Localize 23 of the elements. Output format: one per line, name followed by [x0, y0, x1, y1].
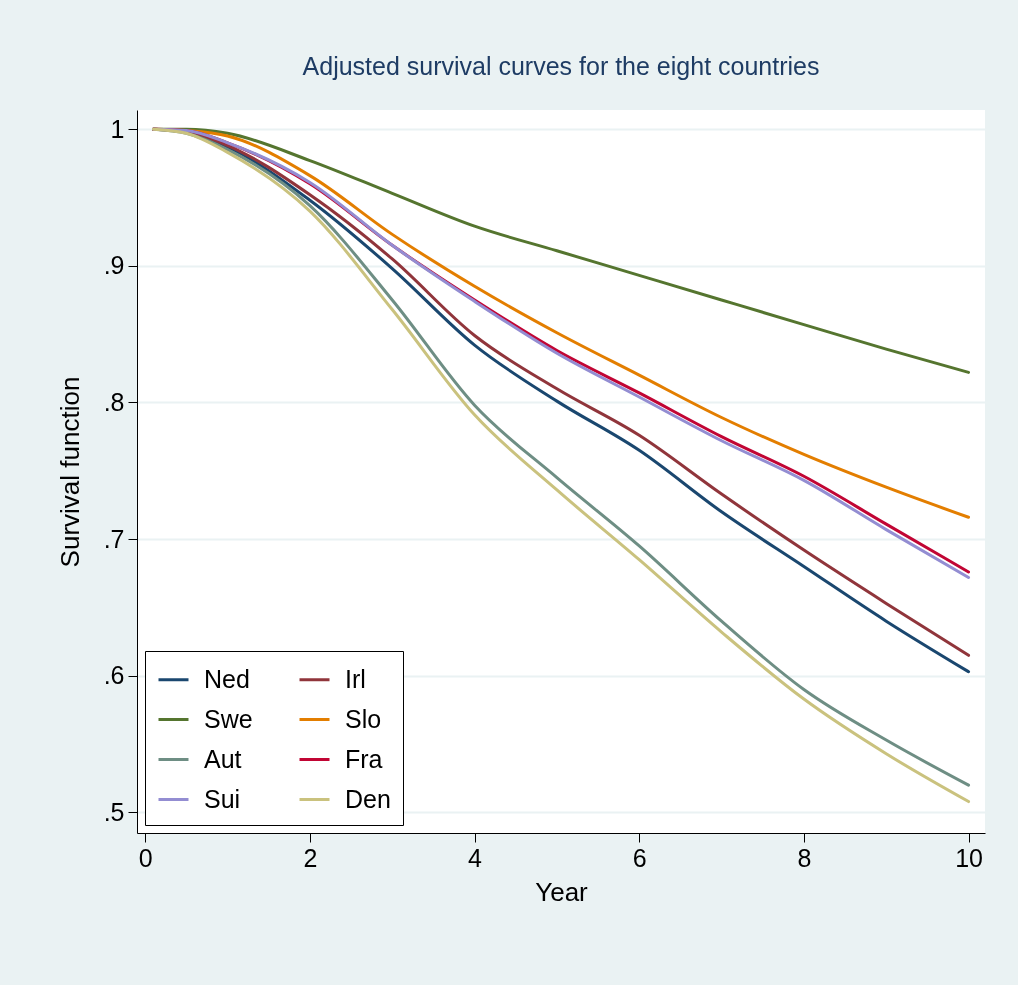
x-axis-title: Year	[535, 876, 589, 907]
legend-label: Irl	[345, 664, 366, 693]
legend-label: Sui	[204, 784, 241, 813]
x-tick-label: 8	[797, 843, 812, 872]
x-tick-label: 2	[303, 843, 318, 872]
y-tick-label: .9	[103, 251, 125, 280]
x-tick-label: 4	[468, 843, 483, 872]
x-tick-label: 0	[138, 843, 153, 872]
y-tick-label: .6	[103, 661, 125, 690]
legend-label: Aut	[204, 744, 242, 773]
y-tick-label: .5	[103, 798, 125, 826]
legend-label: Fra	[345, 744, 383, 773]
y-axis-title: Survival function	[54, 376, 85, 568]
legend-label: Slo	[345, 704, 382, 733]
y-tick-label: 1	[110, 114, 125, 143]
x-tick-label: 6	[632, 843, 647, 872]
chart-title: Adjusted survival curves for the eight countries	[302, 52, 820, 80]
y-tick-label: .7	[103, 524, 125, 553]
legend-label: Den	[345, 784, 391, 813]
legend-label: Swe	[204, 704, 253, 733]
y-tick-label: .8	[103, 387, 125, 416]
x-tick-label: 10	[955, 843, 983, 872]
legend-label: Ned	[204, 664, 250, 693]
